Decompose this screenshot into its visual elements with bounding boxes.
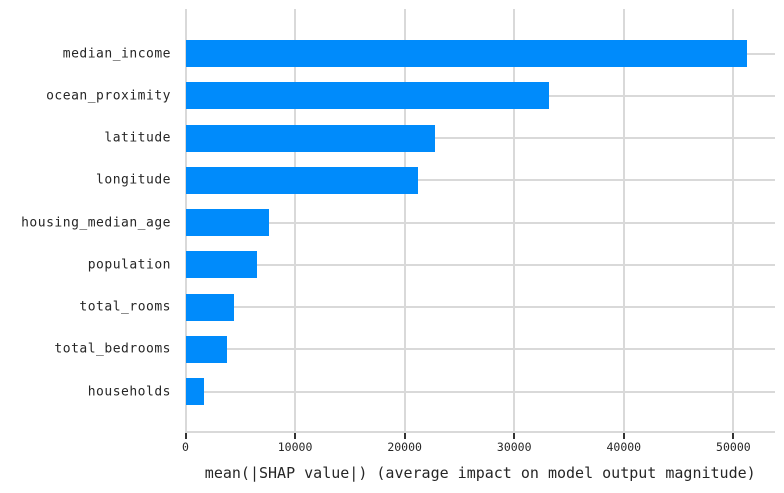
vertical-gridline: [294, 9, 297, 433]
horizontal-gridline: [185, 263, 775, 266]
x-axis-tick-mark: [732, 433, 735, 439]
x-tick-label: 10000: [277, 440, 313, 454]
x-axis-tick-labels: 0 10000 20000 30000 40000 50000: [182, 440, 776, 456]
bar-median_income: [185, 40, 747, 67]
bar-ocean_proximity: [185, 82, 550, 110]
bar-total_rooms: [185, 293, 234, 321]
horizontal-gridline: [185, 390, 775, 393]
y-tick-label-population: population: [87, 257, 171, 273]
horizontal-gridline: [185, 137, 775, 139]
bar-population: [185, 251, 257, 279]
vertical-gridline: [732, 9, 735, 433]
x-axis-label: mean(|SHAP value|) (average impact on mo…: [204, 464, 756, 482]
y-tick-label-total_bedrooms: total_bedrooms: [54, 341, 171, 357]
x-axis-tick-mark: [294, 433, 297, 439]
horizontal-gridline: [185, 221, 775, 224]
vertical-gridline: [622, 9, 625, 433]
x-axis-tick-mark: [622, 433, 625, 439]
vertical-gridline: [513, 9, 516, 433]
horizontal-gridline: [185, 306, 775, 308]
bar-longitude: [185, 166, 418, 194]
bar-households: [185, 378, 205, 405]
x-axis-tick-mark: [513, 433, 516, 439]
x-tick-label: 30000: [496, 440, 532, 454]
bar-total_bedrooms: [185, 335, 228, 363]
y-tick-label-latitude: latitude: [104, 130, 171, 146]
y-tick-label-households: households: [87, 384, 171, 399]
y-tick-label-housing_median_age: housing_median_age: [21, 215, 171, 230]
x-axis-ticks: [184, 433, 776, 441]
x-tick-label: 0: [182, 440, 189, 454]
x-axis-tick-mark: [403, 433, 406, 439]
vertical-gridline: [403, 9, 406, 433]
y-tick-label-ocean_proximity: ocean_proximity: [46, 88, 171, 104]
y-axis-labels: median_income ocean_proximity latitude long…: [0, 9, 171, 433]
y-tick-label-longitude: longitude: [96, 172, 171, 188]
x-axis-tick-mark: [184, 433, 187, 439]
horizontal-gridline: [185, 348, 775, 351]
y-tick-label-median_income: median_income: [62, 46, 171, 61]
x-tick-label: 50000: [716, 440, 751, 454]
horizontal-gridline: [185, 179, 775, 182]
x-tick-label: 20000: [387, 440, 422, 454]
y-tick-label-total_rooms: total_rooms: [79, 299, 171, 315]
bar-latitude: [185, 124, 436, 152]
x-tick-label: 40000: [606, 440, 642, 454]
x-axis-line: [185, 431, 775, 433]
bar-housing_median_age: [185, 209, 269, 236]
plot-area: [184, 9, 775, 433]
